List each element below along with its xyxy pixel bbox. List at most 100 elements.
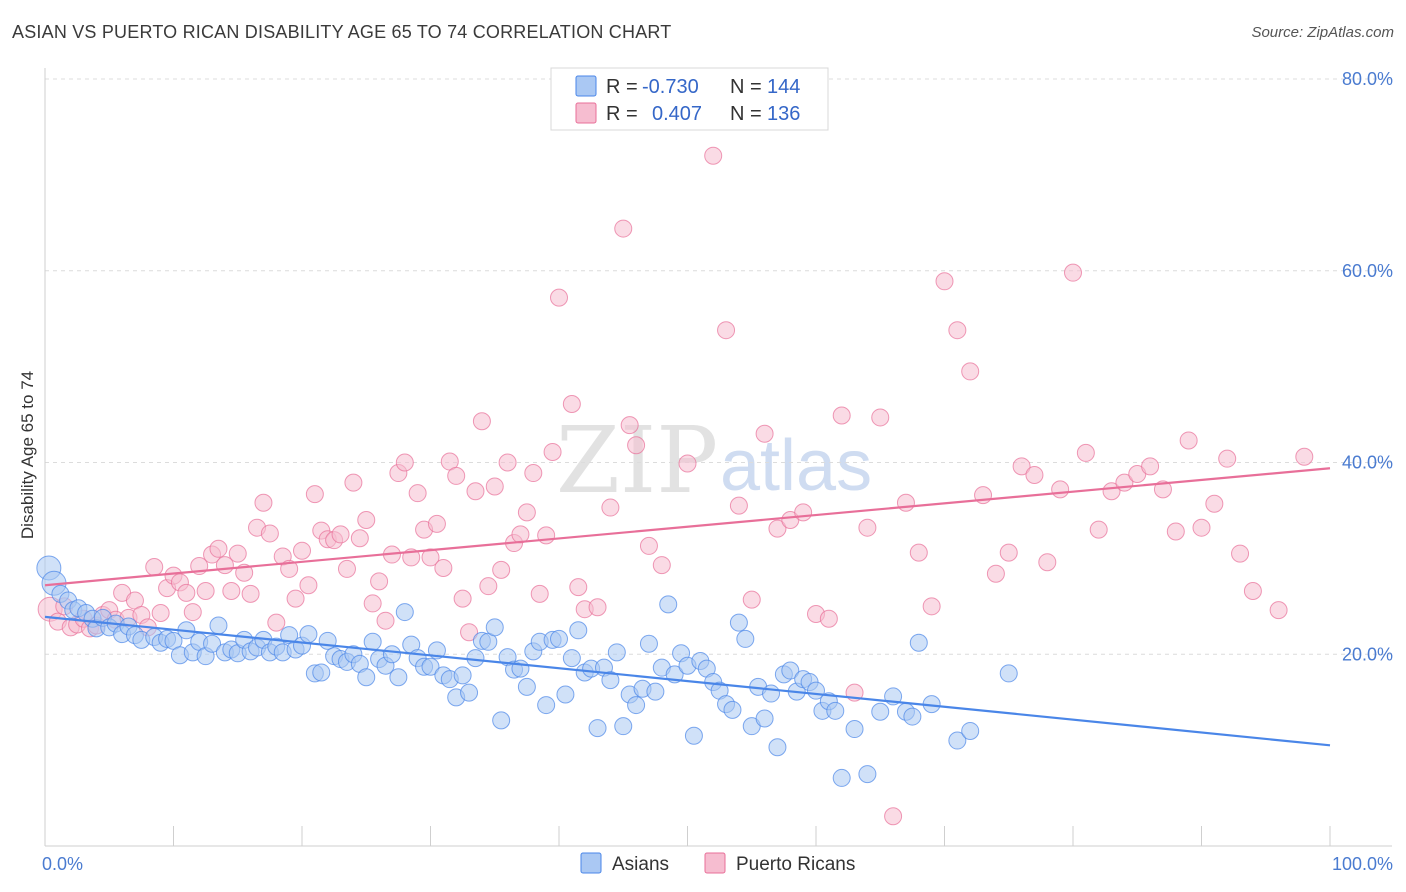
stats-legend: R = -0.730 N = 144 R = 0.407 N = 136	[550, 67, 829, 131]
asian-point	[762, 684, 781, 703]
puerto-rican-point	[299, 576, 318, 595]
x-tick-label-min: 0.0%	[42, 854, 83, 874]
asian-point	[537, 696, 556, 715]
asian-point	[903, 707, 922, 726]
puerto-rican-point	[209, 539, 228, 558]
puerto-rican-point	[337, 559, 356, 578]
puerto-rican-point	[331, 525, 350, 544]
puerto-rican-point	[537, 526, 556, 545]
puerto-rican-point	[543, 442, 562, 461]
puerto-rican-point	[363, 594, 382, 613]
puerto-rican-point	[447, 466, 466, 485]
legend-asian-n-label: N =	[730, 76, 762, 98]
puerto-rican-point	[909, 543, 928, 562]
legend-swatch-asian	[575, 75, 597, 97]
puerto-rican-point	[472, 412, 491, 431]
puerto-rican-point	[1269, 601, 1288, 620]
asian-point	[588, 719, 607, 738]
asian-point	[363, 632, 382, 651]
puerto-rican-trend-line	[44, 467, 1331, 587]
puerto-rican-point	[794, 503, 813, 522]
puerto-rican-point	[961, 362, 980, 381]
legend-pr-r-value: 0.407	[652, 103, 702, 125]
puerto-rican-point	[145, 558, 164, 577]
asian-point	[723, 700, 742, 719]
puerto-rican-point	[588, 598, 607, 617]
asian-point	[466, 649, 485, 668]
asian-point	[961, 721, 980, 740]
puerto-rican-point	[228, 544, 247, 563]
asian-point	[209, 616, 228, 635]
axes	[44, 68, 1392, 847]
puerto-rican-point	[755, 424, 774, 443]
asian-point	[357, 668, 376, 687]
asian-point	[999, 664, 1018, 683]
puerto-rican-point	[871, 408, 890, 427]
asian-point	[646, 682, 665, 701]
puerto-rican-point	[1051, 480, 1070, 499]
puerto-rican-point	[1089, 520, 1108, 539]
asian-point	[826, 701, 845, 720]
puerto-rican-point	[421, 548, 440, 567]
asian-point	[492, 711, 511, 730]
asian-point	[562, 649, 581, 668]
puerto-rican-point	[492, 560, 511, 579]
asian-point	[382, 645, 401, 664]
asian-point	[755, 709, 774, 728]
y-axis-title: Disability Age 65 to 74	[18, 371, 37, 539]
legend-swatch-pr	[575, 102, 597, 124]
puerto-rican-point	[1192, 518, 1211, 537]
legend-asian-n-value: 144	[767, 76, 800, 98]
puerto-rican-point	[293, 541, 311, 560]
puerto-rican-point	[1179, 431, 1198, 450]
asian-point	[684, 726, 703, 745]
puerto-rican-point	[427, 514, 446, 533]
puerto-rican-point	[460, 623, 479, 642]
asian-point	[453, 666, 472, 685]
asian-point	[729, 613, 748, 632]
asian-point	[909, 633, 928, 652]
puerto-rican-point	[376, 611, 395, 630]
puerto-rican-point	[896, 493, 915, 512]
puerto-rican-point	[395, 453, 414, 472]
x-tick-label-max: 100.0%	[1332, 854, 1393, 874]
puerto-rican-point	[286, 589, 305, 608]
puerto-rican-point	[241, 584, 260, 603]
puerto-rican-point	[948, 321, 967, 340]
asian-point	[858, 765, 877, 784]
puerto-rican-point	[1243, 581, 1262, 600]
puerto-rican-point	[254, 493, 273, 512]
puerto-rican-point	[986, 564, 1005, 583]
asian-point	[832, 768, 851, 787]
puerto-rican-point	[344, 473, 363, 492]
puerto-rican-point	[1012, 457, 1031, 476]
puerto-rican-point	[652, 556, 671, 575]
puerto-rican-point	[453, 589, 472, 608]
asian-point	[421, 657, 440, 676]
asian-points	[36, 555, 1018, 787]
asian-point	[768, 738, 787, 757]
watermark-atlas: atlas	[720, 426, 872, 506]
puerto-rican-point	[530, 584, 549, 603]
asian-point	[601, 671, 620, 690]
asian-point	[736, 629, 755, 648]
y-tick-label: 60.0%	[1342, 261, 1393, 281]
puerto-rican-point	[260, 524, 279, 543]
puerto-rican-point	[999, 543, 1018, 562]
puerto-rican-point	[1231, 544, 1250, 563]
puerto-rican-point	[222, 581, 241, 600]
asian-point	[550, 629, 568, 648]
asian-point	[627, 696, 646, 715]
puerto-rican-point	[370, 572, 389, 591]
puerto-rican-point	[1166, 522, 1185, 541]
asian-point	[299, 625, 318, 644]
y-tick-label: 80.0%	[1342, 69, 1393, 89]
puerto-rican-point	[408, 484, 427, 503]
series-legend: Asians Puerto Ricans	[580, 852, 855, 875]
puerto-rican-point	[1025, 465, 1044, 484]
legend-pr-n-value: 136	[767, 103, 800, 125]
puerto-rican-point	[434, 558, 453, 577]
puerto-rican-point	[151, 604, 170, 623]
asian-trend-line	[44, 615, 1331, 747]
